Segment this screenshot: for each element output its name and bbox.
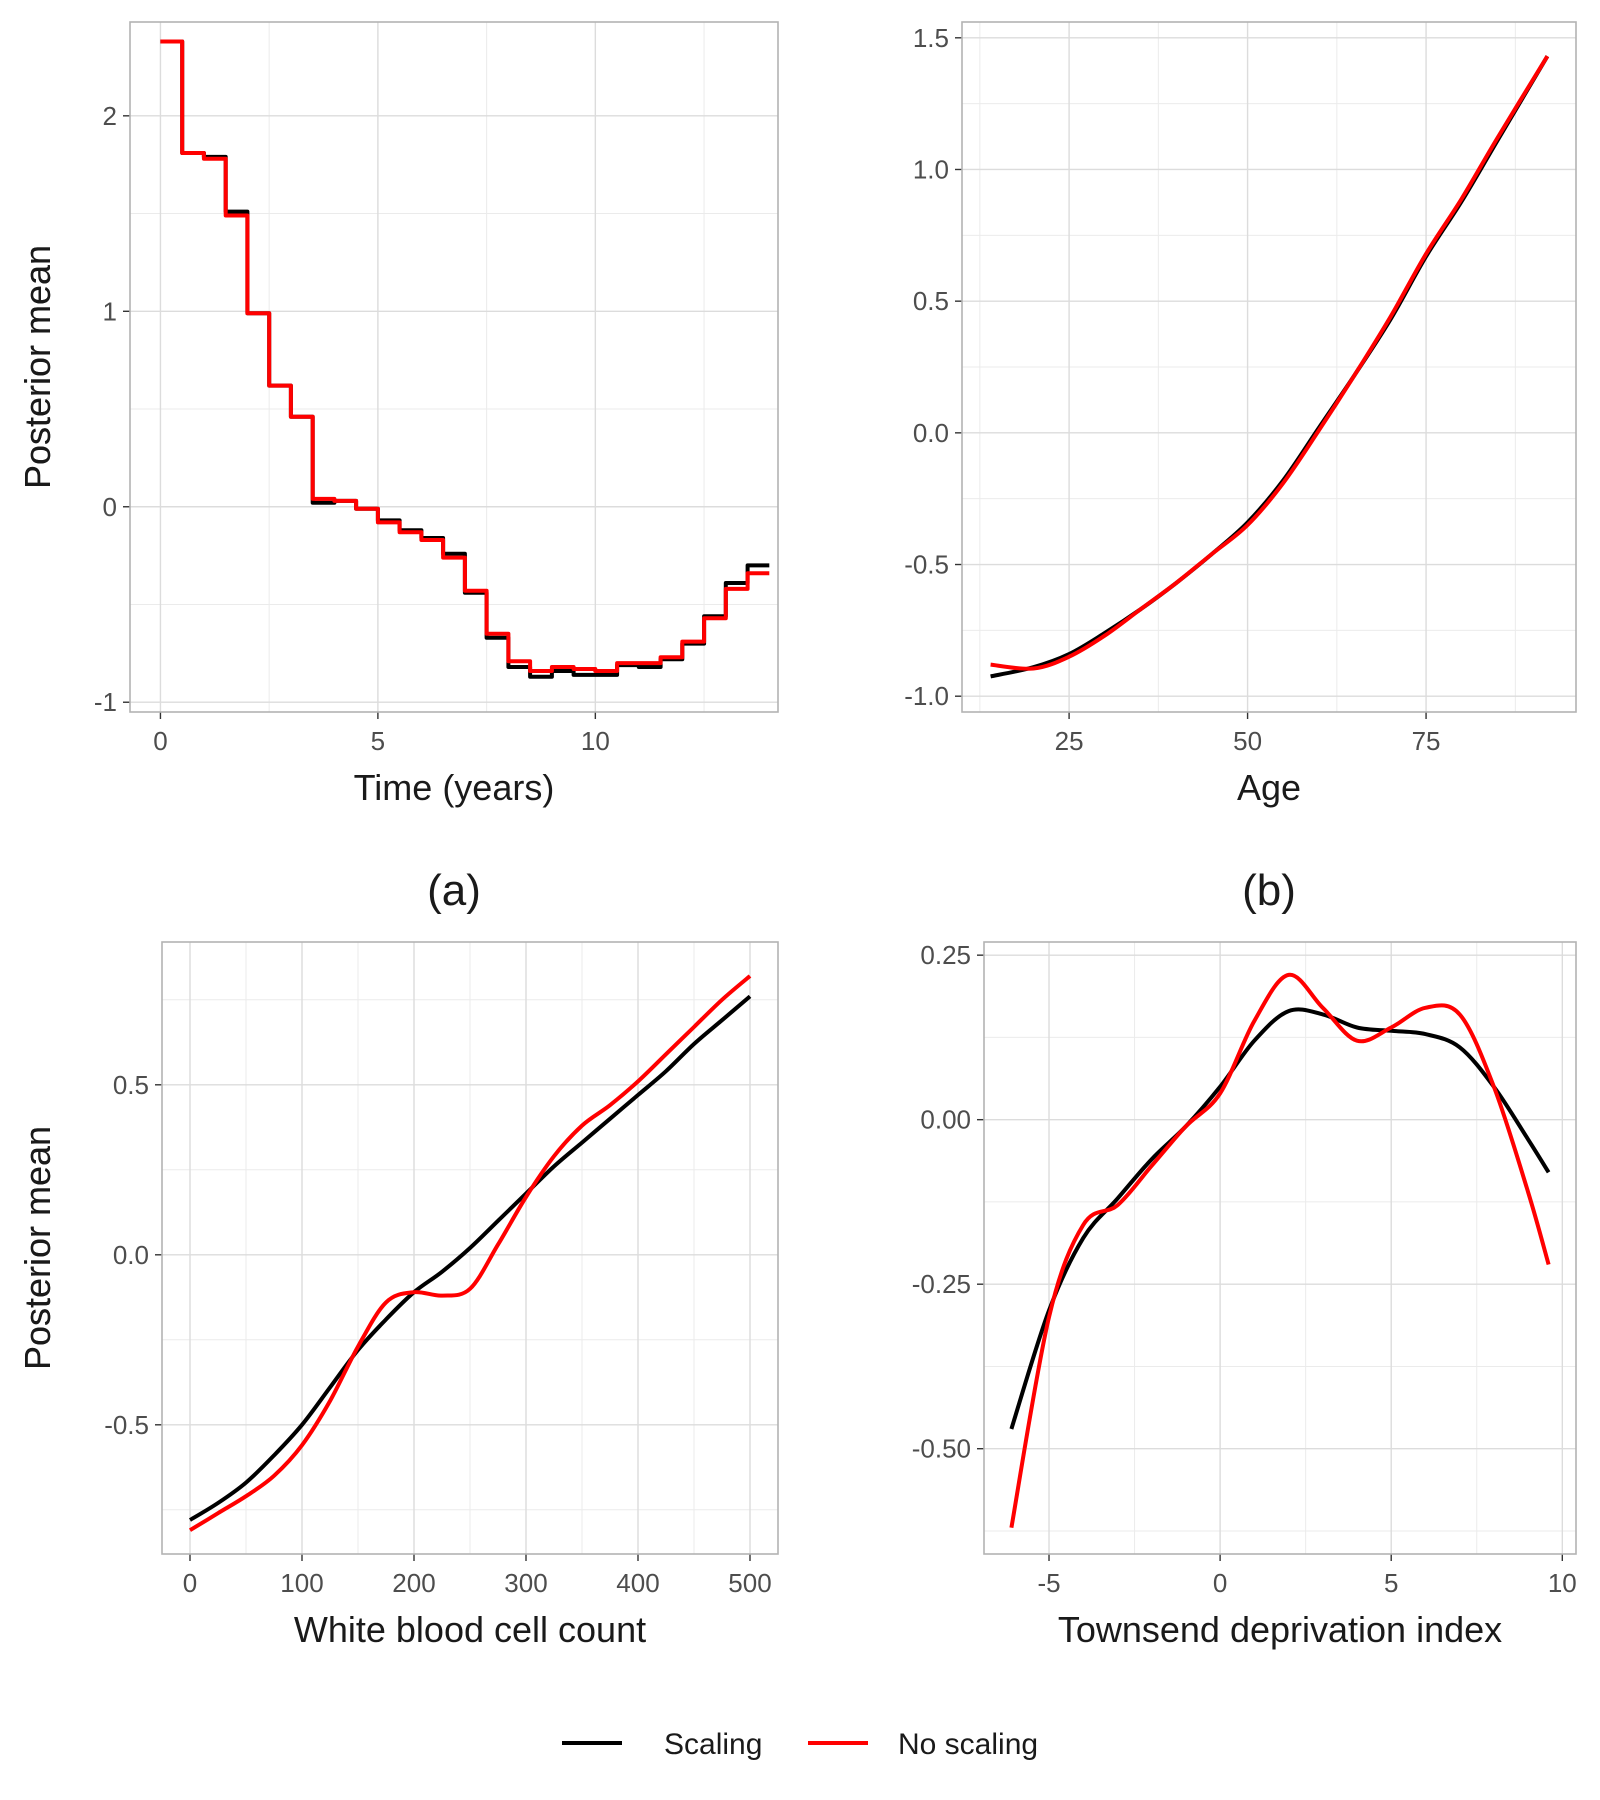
series-line-no-scaling <box>1009 972 1551 1529</box>
x-axis-title: Age <box>1237 767 1301 808</box>
x-tick-label: 5 <box>371 726 385 756</box>
x-axis-title: Townsend deprivation index <box>1058 1609 1502 1650</box>
y-tick-label: -1.0 <box>904 681 949 711</box>
y-tick-label: 1.5 <box>913 23 949 53</box>
series-line-no-scaling <box>990 55 1550 671</box>
y-tick-label: -0.25 <box>912 1269 971 1299</box>
y-axis-title: Posterior mean <box>17 1126 58 1370</box>
x-tick-label: 100 <box>280 1568 323 1598</box>
x-tick-label: -5 <box>1037 1568 1060 1598</box>
chart-panel-1: 0 5 10 -1 0 1 2 Time (years) Posterior mean (a) <box>17 21 779 915</box>
series-line-no-scaling <box>160 39 770 673</box>
y-tick-label: 0.5 <box>913 286 949 316</box>
panel-border <box>161 941 779 1555</box>
series-line-scaling <box>1009 1007 1551 1430</box>
chart-panel-3: 0 100 200 300 400 500 -0.5 0.0 0.5 White blood ce… <box>17 941 779 1650</box>
x-tick-label: 50 <box>1233 726 1262 756</box>
series-line-scaling <box>990 55 1550 679</box>
y-tick-label: -0.50 <box>912 1434 971 1464</box>
legend: Scaling No scaling <box>562 1728 1038 1761</box>
x-tick-label: 0 <box>153 726 167 756</box>
y-tick-label: -0.5 <box>104 1410 149 1440</box>
legend-label-scaling: Scaling <box>664 1728 762 1761</box>
y-tick-label: 0.0 <box>913 418 949 448</box>
series-line-scaling <box>188 994 752 1522</box>
x-tick-label: 75 <box>1412 726 1441 756</box>
y-tick-label: 0.5 <box>113 1070 149 1100</box>
x-tick-label: 0 <box>1213 1568 1227 1598</box>
y-tick-label: 2 <box>103 101 117 131</box>
panel-border <box>961 21 1577 713</box>
x-tick-label: 500 <box>728 1568 771 1598</box>
x-tick-label: 5 <box>1384 1568 1398 1598</box>
panel-border <box>983 941 1577 1555</box>
y-tick-label: 1 <box>103 296 117 326</box>
y-tick-label: 1.0 <box>913 154 949 184</box>
panel-label: (b) <box>1242 866 1296 915</box>
x-tick-label: 400 <box>616 1568 659 1598</box>
y-tick-label: 0.25 <box>920 940 971 970</box>
y-tick-label: -0.5 <box>904 550 949 580</box>
y-axis-title: Posterior mean <box>17 245 58 489</box>
x-tick-label: 0 <box>183 1568 197 1598</box>
y-tick-label: 0.0 <box>113 1240 149 1270</box>
x-tick-label: 10 <box>581 726 610 756</box>
panel-label: (a) <box>427 866 481 915</box>
y-tick-label: -1 <box>94 687 117 717</box>
legend-label-no-scaling: No scaling <box>898 1728 1038 1761</box>
x-axis-title: Time (years) <box>354 767 555 808</box>
y-tick-label: 0 <box>103 492 117 522</box>
x-tick-label: 300 <box>504 1568 547 1598</box>
x-tick-label: 200 <box>392 1568 435 1598</box>
y-axis-title: Posterior mean <box>17 245 58 489</box>
x-tick-label: 10 <box>1548 1568 1577 1598</box>
y-axis-title: Posterior mean <box>17 1126 58 1370</box>
x-tick-label: 25 <box>1055 726 1084 756</box>
panel-border <box>129 21 779 713</box>
x-axis-title: White blood cell count <box>294 1609 646 1650</box>
series-line-no-scaling <box>188 974 752 1532</box>
y-tick-label: 0.00 <box>920 1105 971 1135</box>
